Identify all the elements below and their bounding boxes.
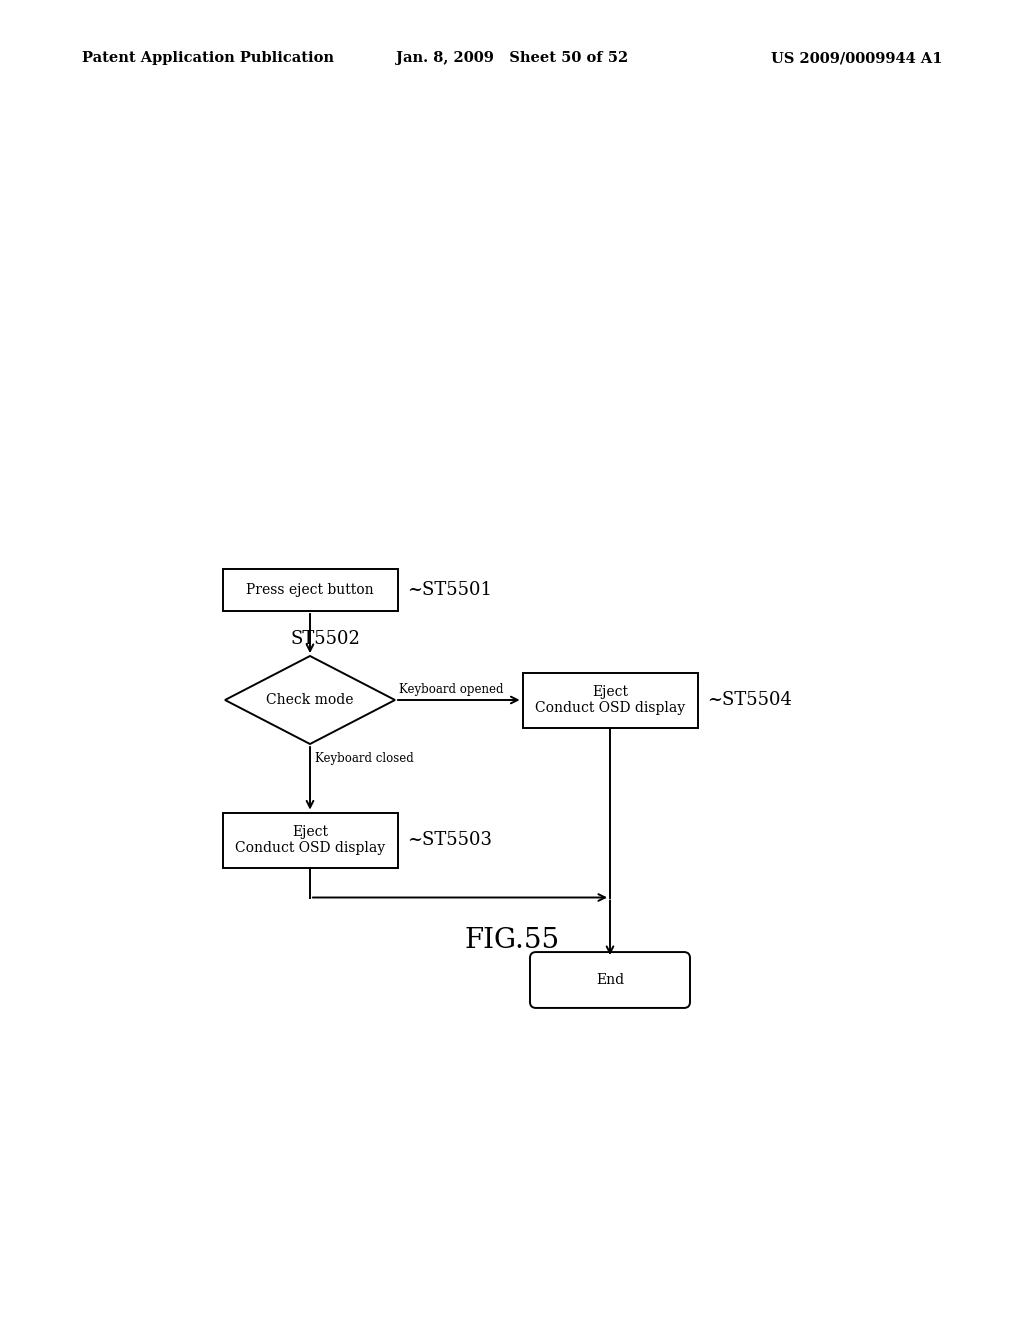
Text: Patent Application Publication: Patent Application Publication <box>82 51 334 65</box>
Text: Check mode: Check mode <box>266 693 353 708</box>
Text: FIG.55: FIG.55 <box>465 927 559 953</box>
Text: End: End <box>596 973 624 987</box>
Text: Press eject button: Press eject button <box>246 583 374 597</box>
Text: ~ST5504: ~ST5504 <box>708 690 793 709</box>
Text: Eject
Conduct OSD display: Eject Conduct OSD display <box>234 825 385 855</box>
Text: ST5502: ST5502 <box>290 630 359 648</box>
Text: Eject
Conduct OSD display: Eject Conduct OSD display <box>535 685 685 715</box>
FancyBboxPatch shape <box>530 952 690 1008</box>
Polygon shape <box>225 656 395 744</box>
FancyBboxPatch shape <box>222 569 397 611</box>
Text: Keyboard opened: Keyboard opened <box>399 682 504 696</box>
Text: US 2009/0009944 A1: US 2009/0009944 A1 <box>771 51 942 65</box>
Text: ~ST5503: ~ST5503 <box>408 832 493 849</box>
Text: ~ST5501: ~ST5501 <box>408 581 493 599</box>
FancyBboxPatch shape <box>522 672 697 727</box>
Text: Keyboard closed: Keyboard closed <box>315 752 414 766</box>
FancyBboxPatch shape <box>222 813 397 867</box>
Text: Jan. 8, 2009   Sheet 50 of 52: Jan. 8, 2009 Sheet 50 of 52 <box>396 51 628 65</box>
